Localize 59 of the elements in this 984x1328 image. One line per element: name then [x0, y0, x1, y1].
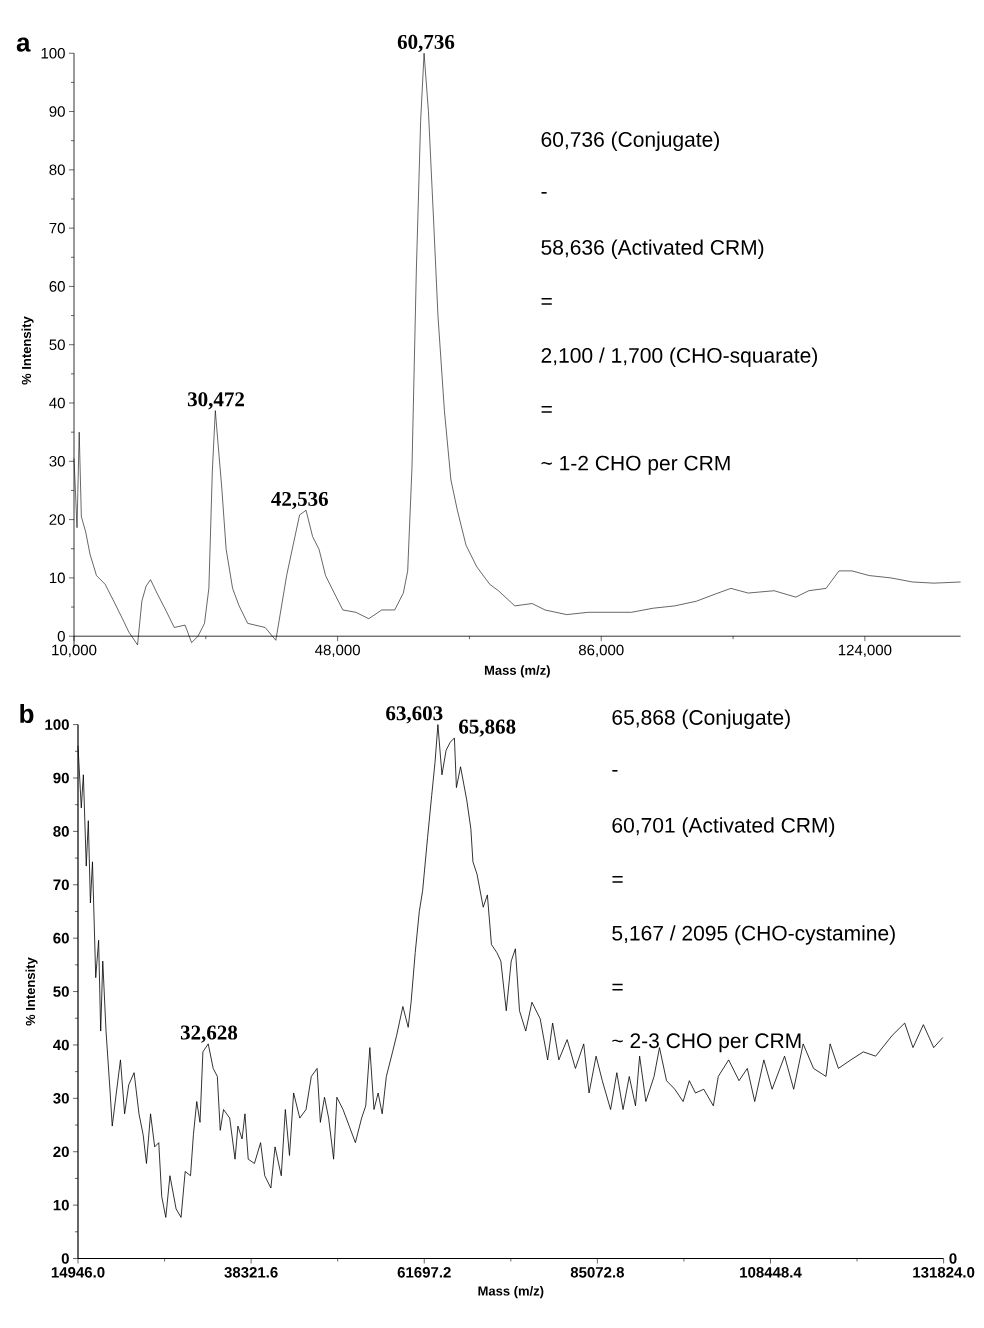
annotation: ~ 1-2 CHO per CRM [541, 455, 730, 475]
x-axis-title: Mass (m/z) [478, 1286, 544, 1299]
y-tick-label: 30 [53, 1093, 69, 1104]
x-tick-label: 85072.8 [570, 1267, 624, 1278]
y-axis-title: % Intensity [25, 957, 38, 1026]
text: 0 [949, 1253, 957, 1264]
x-tick-label: 10,000 [52, 644, 97, 658]
x-tick-label: 131824.0 [913, 1267, 975, 1278]
y-tick-label: 100 [45, 719, 69, 730]
x-tick-label: 48,000 [315, 644, 360, 658]
annotation: 63,603 [386, 706, 443, 724]
annotation: 2,100 / 1,700 (CHO-squarate) [541, 347, 818, 367]
x-tick-label: 61697.2 [397, 1267, 451, 1278]
annotation: - [541, 192, 547, 194]
annotation: 58,636 (Activated CRM) [541, 239, 764, 260]
y-tick-label: 100 [41, 47, 65, 59]
x-tick-label: 108448.4 [740, 1267, 802, 1278]
y-tick-label: 90 [53, 772, 69, 784]
y-tick-label: 70 [49, 222, 65, 234]
y-tick-label: 10 [53, 1199, 69, 1211]
annotation: = [612, 875, 623, 883]
y-tick-label: 30 [49, 456, 65, 467]
annotation: 42,536 [271, 491, 328, 510]
annotation: 65,868 [459, 719, 516, 737]
y-tick-label: 10 [49, 572, 65, 584]
y-tick-label: 60 [53, 932, 69, 944]
annotation: 60,736 [397, 34, 455, 53]
annotation: 32,628 [180, 1025, 238, 1043]
y-tick-label: 40 [53, 1039, 69, 1051]
y-tick-label: 60 [49, 281, 65, 292]
annotation: 30,472 [187, 392, 244, 410]
y-tick-label: 50 [53, 986, 69, 997]
y-tick-label: 80 [53, 826, 69, 837]
y-tick-label: 40 [49, 397, 65, 409]
y-tick-label: 50 [49, 339, 65, 351]
y-tick-label: 90 [49, 106, 65, 117]
x-tick-label: 14946.0 [51, 1267, 105, 1278]
y-tick-label: 70 [53, 879, 69, 891]
annotation: - [612, 769, 618, 772]
annotation: ~ 2-3 CHO per CRM [612, 1033, 801, 1053]
annotation: 60,736 (Conjugate) [541, 131, 719, 152]
chart-title: b [20, 704, 34, 724]
chart-title: a [16, 37, 31, 52]
annotation: 5,167 / 2095 (CHO-cystamine) [612, 925, 895, 945]
x-tick-label: 124,000 [838, 644, 892, 658]
x-axis-title: Mass (m/z) [484, 665, 550, 678]
y-tick-label: 20 [53, 1146, 69, 1158]
annotation: 60,701 (Activated CRM) [612, 817, 835, 837]
x-tick-label: 86,000 [578, 644, 624, 658]
annotation: = [541, 298, 552, 305]
y-tick-label: 80 [49, 164, 65, 176]
y-tick-label: 0 [57, 630, 65, 642]
y-tick-label: 20 [49, 514, 65, 525]
y-axis-title: % Intensity [21, 316, 34, 385]
annotation: 65,868 (Conjugate) [612, 709, 790, 730]
annotation: = [612, 983, 623, 991]
x-tick-label: 38321.6 [224, 1267, 278, 1278]
annotation: = [541, 406, 552, 413]
y-tick-label: 0 [61, 1253, 69, 1264]
